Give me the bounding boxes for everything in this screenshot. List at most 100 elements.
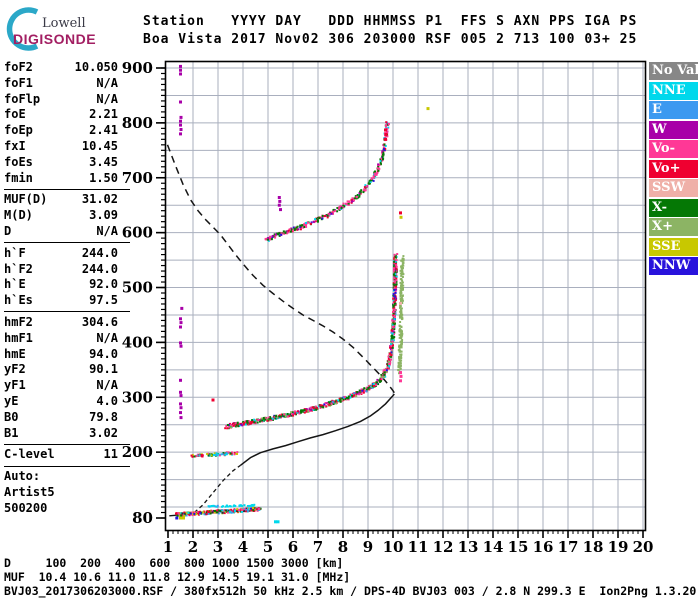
param-value: 244.0 — [81, 245, 118, 260]
param-row: yF2 90.1 — [4, 362, 118, 378]
true-height-profile-valley — [193, 464, 241, 513]
param-label: MUF(D) — [4, 192, 48, 207]
param-row: Auto: — [4, 469, 118, 485]
param-label: foEp — [4, 123, 33, 138]
param-label: hmF2 — [4, 314, 33, 329]
svg-text:900: 900 — [122, 59, 153, 77]
param-label: Artist5 — [4, 484, 55, 499]
param-value: 10.45 — [81, 138, 118, 153]
param-label: yF1 — [4, 378, 26, 393]
true-height-profile — [240, 393, 395, 466]
param-label: foE — [4, 107, 26, 122]
param-value: N/A — [96, 91, 118, 106]
svg-text:200: 200 — [122, 443, 153, 461]
param-value: 94.0 — [89, 346, 118, 361]
param-label: 500200 — [4, 500, 48, 515]
svg-text:80: 80 — [132, 509, 153, 527]
stray-dots — [175, 64, 430, 524]
svg-text:20: 20 — [633, 538, 654, 556]
header-columns-line: Station YYYY DAY DDD HHMMSS P1 FFS S AXN… — [143, 14, 638, 29]
param-label: yE — [4, 393, 19, 408]
param-value: 92.0 — [89, 277, 118, 292]
param-row: foEp 2.41 — [4, 123, 118, 139]
param-row: B1 3.02 — [4, 426, 118, 442]
transmission-curve — [166, 144, 396, 395]
param-label: foF2 — [4, 60, 33, 74]
param-value: 3.45 — [89, 154, 118, 169]
param-row: yE 4.0 — [4, 394, 118, 410]
svg-text:7: 7 — [313, 538, 323, 556]
svg-text:18: 18 — [583, 538, 604, 556]
parameter-panel: foF2 10.050 foF1 N/A foFlp N/A foE 2.21 foEp 2.41… — [4, 60, 130, 517]
param-value: 31.02 — [81, 192, 118, 207]
svg-text:19: 19 — [608, 538, 629, 556]
legend-item-noval: No Val — [649, 62, 699, 80]
param-row: B0 79.8 — [4, 410, 118, 426]
svg-text:17: 17 — [558, 538, 579, 556]
param-value: 11 — [103, 447, 118, 462]
param-value: 304.6 — [81, 314, 118, 329]
header-values-line: Boa Vista 2017 Nov02 306 203000 RSF 005 … — [143, 32, 638, 47]
param-label: foEs — [4, 154, 33, 169]
panel-separator — [4, 465, 130, 467]
param-label: C-level — [4, 447, 55, 462]
trace-es-second-hop — [190, 451, 239, 458]
panel-separator — [4, 443, 130, 445]
svg-text:12: 12 — [433, 538, 454, 556]
param-label: B1 — [4, 425, 19, 440]
distance-row: D 100 200 400 600 800 1000 1500 3000 [km… — [4, 556, 344, 570]
param-row: fmin 1.50 — [4, 171, 118, 187]
param-row: h`E 92.0 — [4, 277, 118, 293]
svg-text:1: 1 — [163, 538, 173, 556]
svg-text:500: 500 — [122, 279, 153, 297]
param-row: foF1 N/A — [4, 76, 118, 92]
param-value: N/A — [96, 378, 118, 393]
param-label: fxI — [4, 138, 26, 153]
param-label: foF1 — [4, 75, 33, 90]
svg-text:11: 11 — [408, 538, 429, 556]
param-label: yF2 — [4, 362, 26, 377]
param-label: h`Es — [4, 293, 33, 308]
file-info-row: BVJ03_2017306203000.RSF / 380fx512h 50 k… — [4, 584, 697, 598]
param-row: h`F2 244.0 — [4, 262, 118, 278]
param-label: D — [4, 223, 12, 238]
param-value: 2.41 — [89, 123, 118, 138]
legend-item-vo-: Vo- — [649, 140, 698, 158]
param-value: N/A — [96, 330, 118, 345]
param-row: M(D) 3.09 — [4, 208, 118, 224]
svg-text:14: 14 — [483, 538, 504, 556]
lowell-digisonde-logo: Lowell DIGISONDE — [6, 6, 136, 52]
panel-separator — [4, 242, 130, 244]
param-value: 97.5 — [89, 293, 118, 308]
svg-text:16: 16 — [533, 538, 554, 556]
param-label: M(D) — [4, 208, 33, 223]
param-row: h`Es 97.5 — [4, 293, 118, 309]
station-header: Station YYYY DAY DDD HHMMSS P1 FFS S AXN… — [143, 13, 637, 49]
param-label: Auto: — [4, 469, 41, 484]
param-row: hmF1 N/A — [4, 331, 118, 347]
svg-text:8: 8 — [338, 538, 348, 556]
param-value: 3.09 — [89, 208, 118, 223]
param-value: 90.1 — [89, 362, 118, 377]
param-row: yF1 N/A — [4, 378, 118, 394]
trace-f-first-hop-x — [397, 255, 405, 375]
param-value: N/A — [96, 223, 118, 238]
legend-item-e: E — [649, 101, 698, 119]
svg-text:400: 400 — [122, 333, 153, 351]
svg-text:6: 6 — [288, 538, 298, 556]
param-value: 4.0 — [96, 393, 118, 408]
param-label: h`F2 — [4, 261, 33, 276]
legend-item-ssw: SSW — [649, 179, 698, 197]
svg-text:800: 800 — [122, 114, 153, 132]
svg-text:10: 10 — [383, 538, 404, 556]
param-label: foFlp — [4, 91, 41, 106]
svg-text:5: 5 — [263, 538, 273, 556]
param-value: 3.02 — [89, 425, 118, 440]
param-row: foF2 10.050 — [4, 60, 118, 76]
y-axis: 900 800 700 600 500 400 300 200 80 — [122, 59, 166, 527]
svg-text:15: 15 — [508, 538, 529, 556]
param-label: B0 — [4, 409, 19, 424]
param-row: C-level 11 — [4, 447, 118, 463]
